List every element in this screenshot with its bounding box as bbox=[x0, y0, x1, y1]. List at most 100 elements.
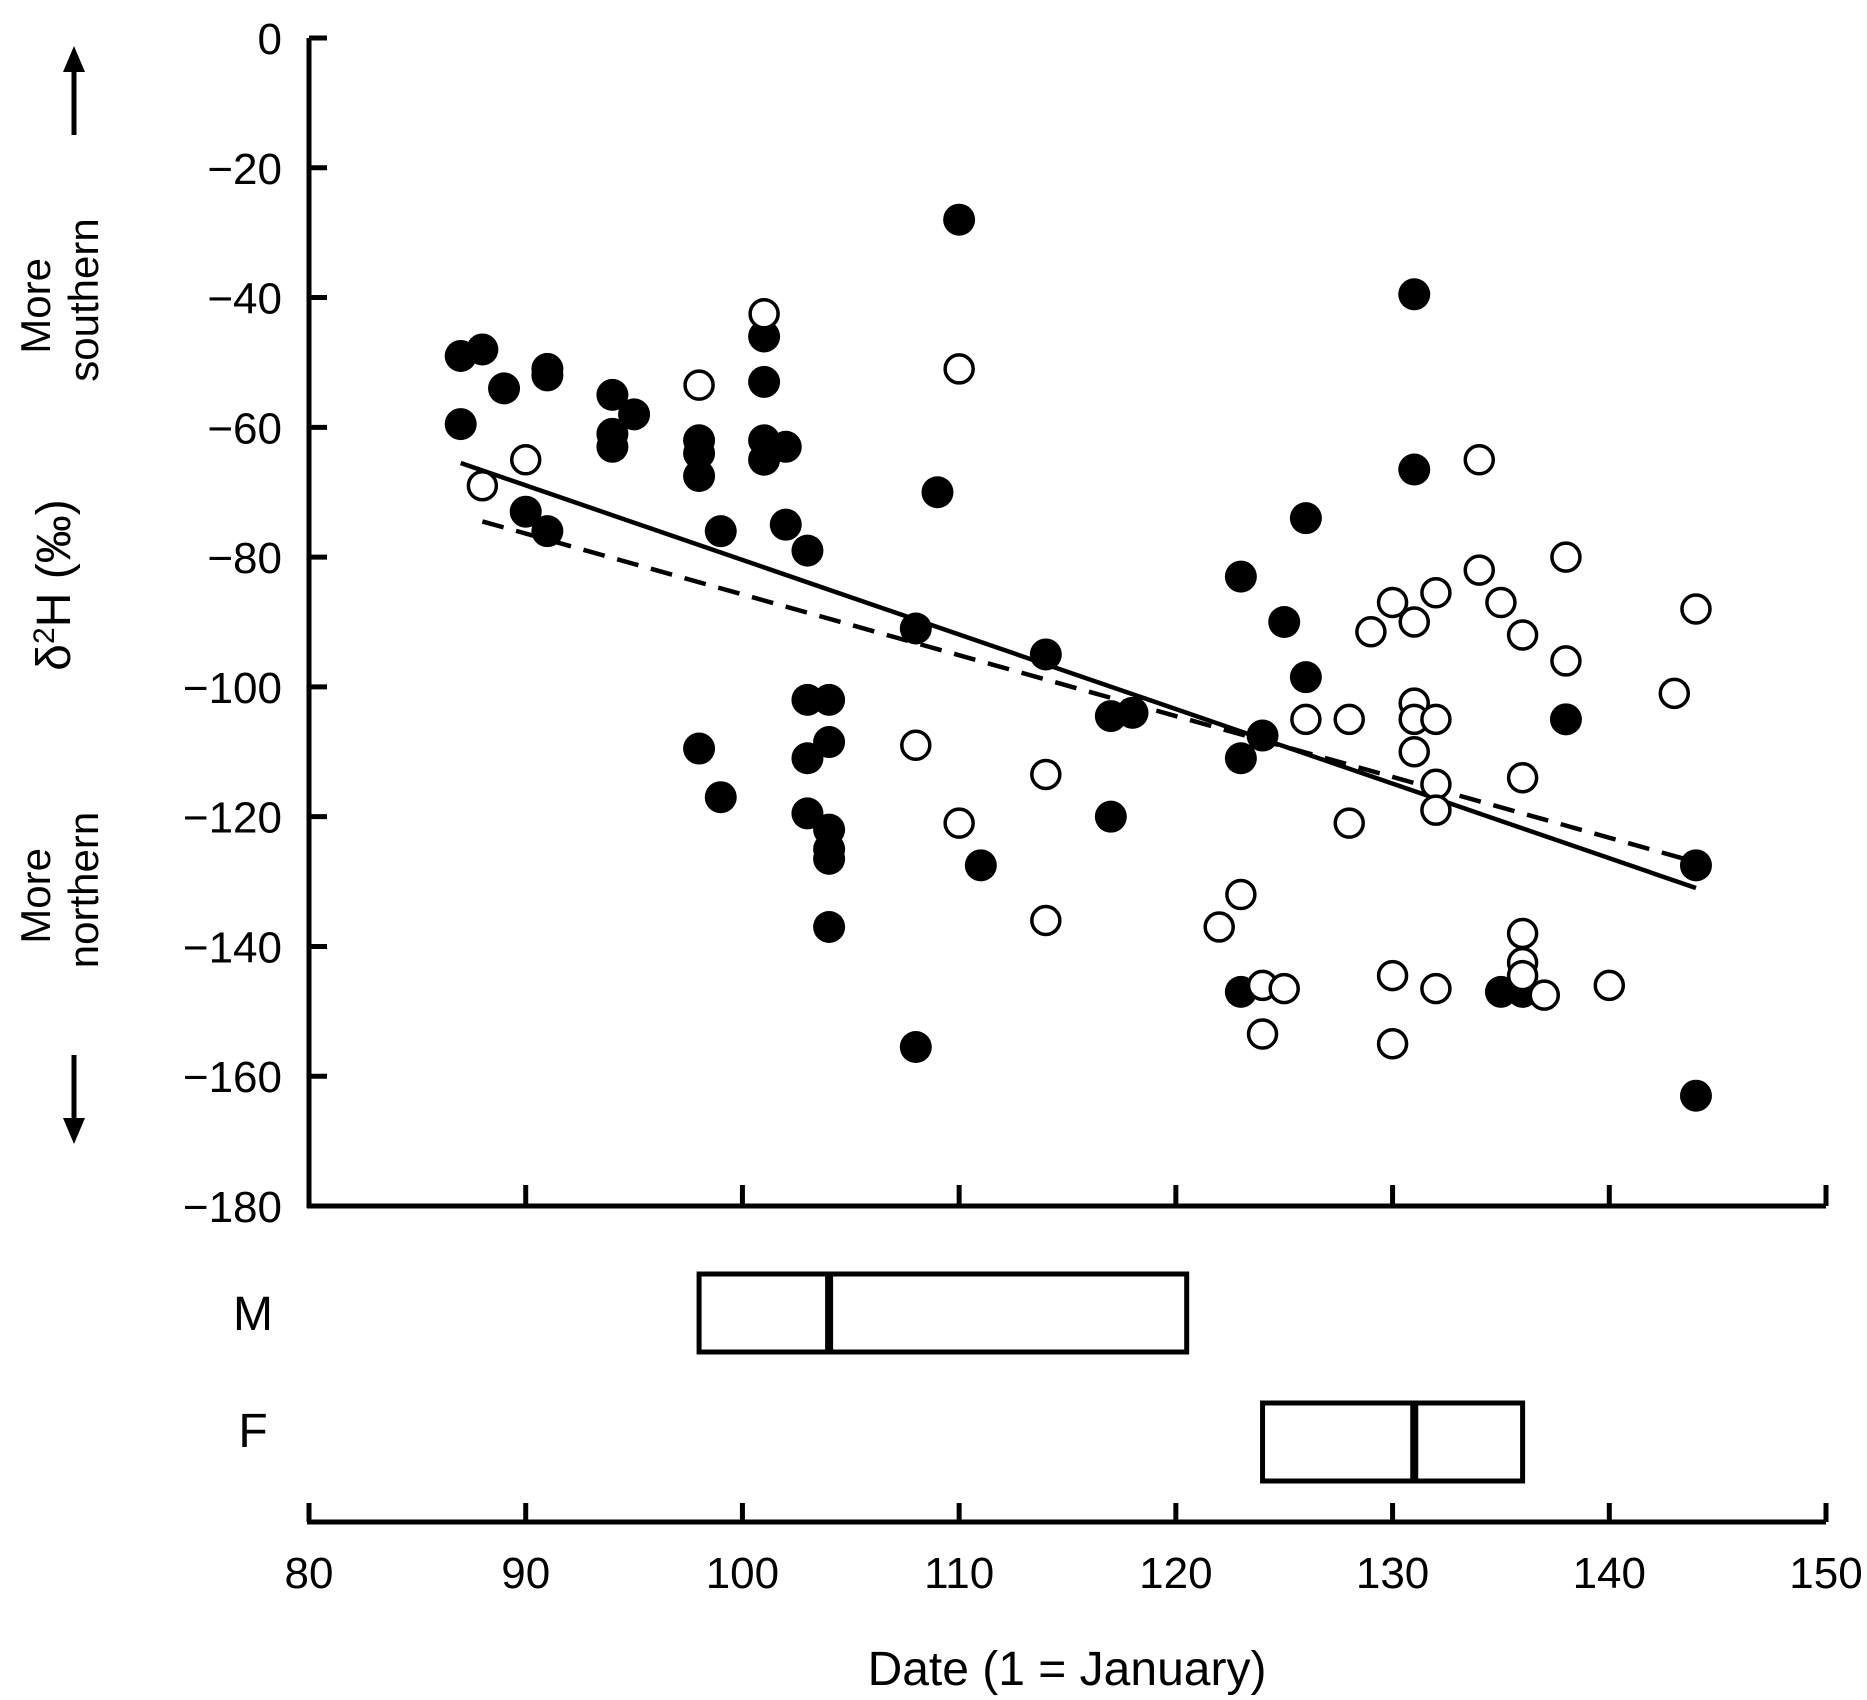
y-tick-label: −80 bbox=[207, 534, 282, 583]
data-point-filled bbox=[899, 1031, 932, 1064]
data-point-open bbox=[509, 444, 542, 476]
data-point-filled bbox=[1679, 1079, 1712, 1112]
y-tick-label: 0 bbox=[258, 15, 282, 64]
data-point-filled bbox=[1029, 638, 1062, 671]
data-point-open bbox=[1506, 761, 1539, 794]
data-point-filled bbox=[1094, 800, 1127, 833]
data-point-filled bbox=[1679, 849, 1712, 882]
box-label: F bbox=[238, 1405, 267, 1458]
data-point-open bbox=[1376, 1028, 1409, 1060]
data-point-filled bbox=[943, 203, 976, 236]
data-point-filled bbox=[1398, 278, 1431, 311]
data-point-open bbox=[683, 369, 715, 401]
x-axis-label: Date (1 = January) bbox=[868, 1643, 1267, 1696]
data-point-open bbox=[1398, 736, 1430, 768]
data-point-filled bbox=[748, 320, 781, 353]
box-f bbox=[1260, 1400, 1526, 1484]
data-point-open bbox=[1225, 878, 1257, 911]
data-point-filled bbox=[1224, 560, 1257, 593]
data-point-filled bbox=[683, 732, 716, 765]
y-tick-label: −140 bbox=[183, 923, 282, 972]
data-point-open bbox=[1528, 979, 1561, 1011]
boxplots: MF bbox=[233, 1271, 1526, 1484]
annotation-more-southern: More southern bbox=[12, 218, 107, 381]
data-point-filled bbox=[618, 398, 651, 431]
x-tick-label: 80 bbox=[285, 1549, 334, 1598]
data-point-open bbox=[1030, 758, 1062, 791]
x-tick-label: 130 bbox=[1356, 1549, 1429, 1598]
data-point-open bbox=[1658, 677, 1691, 710]
data-point-open bbox=[1420, 703, 1452, 736]
data-point-open bbox=[1398, 606, 1430, 638]
data-point-open bbox=[1550, 645, 1582, 677]
data-point-open bbox=[943, 807, 975, 839]
data-point-open bbox=[1268, 972, 1300, 1005]
series-open-points bbox=[466, 298, 1712, 1060]
data-point-filled bbox=[813, 726, 846, 759]
fit-line-dashed bbox=[481, 519, 1697, 865]
fit-lines bbox=[459, 460, 1697, 891]
data-point-filled bbox=[444, 408, 477, 441]
x-tick-label: 120 bbox=[1139, 1549, 1212, 1598]
data-point-filled bbox=[921, 476, 954, 509]
data-point-filled bbox=[704, 781, 737, 814]
data-point-filled bbox=[964, 849, 997, 882]
data-point-filled bbox=[769, 508, 802, 541]
x-tick-label: 90 bbox=[501, 1549, 550, 1598]
data-point-open bbox=[1333, 703, 1365, 736]
data-point-open bbox=[1420, 577, 1452, 609]
data-point-filled bbox=[596, 378, 629, 411]
data-point-open bbox=[1506, 959, 1539, 992]
x-ticks-top bbox=[306, 1185, 1829, 1206]
data-point-open bbox=[1246, 1018, 1279, 1050]
data-point-open bbox=[1203, 911, 1235, 943]
data-point-open bbox=[1506, 619, 1539, 651]
data-point-open bbox=[900, 729, 932, 762]
data-point-open bbox=[1376, 959, 1409, 992]
y-tick-label: −60 bbox=[207, 404, 282, 453]
data-point-open bbox=[1420, 972, 1452, 1005]
data-point-filled bbox=[466, 333, 499, 366]
data-point-open bbox=[1550, 541, 1582, 573]
data-point-filled bbox=[748, 365, 781, 398]
data-point-filled bbox=[531, 515, 564, 548]
arrow-down-icon bbox=[63, 1055, 85, 1144]
data-point-open bbox=[1506, 917, 1539, 950]
y-tick-label: −40 bbox=[207, 275, 282, 324]
data-point-open bbox=[466, 469, 499, 502]
data-point-filled bbox=[683, 437, 716, 470]
arrow-up-icon bbox=[63, 46, 85, 135]
x-tick-label: 100 bbox=[706, 1549, 779, 1598]
data-point-filled bbox=[1289, 661, 1322, 694]
x-tick-label: 110 bbox=[924, 1549, 994, 1598]
y-tick-label: −20 bbox=[207, 145, 282, 194]
y-axis-label: δ2H (‰) bbox=[28, 499, 82, 670]
data-point-open bbox=[943, 353, 975, 385]
x-tick-label: 140 bbox=[1573, 1549, 1646, 1598]
data-point-open bbox=[1463, 554, 1496, 586]
data-point-open bbox=[1420, 794, 1452, 826]
data-point-open bbox=[1463, 444, 1496, 476]
data-point-open bbox=[748, 298, 780, 330]
data-point-filled bbox=[791, 534, 824, 567]
annotation-more-northern: More northern bbox=[12, 812, 107, 968]
data-point-filled bbox=[488, 372, 521, 405]
x-tick-label: 150 bbox=[1789, 1549, 1862, 1598]
data-point-open bbox=[1290, 703, 1322, 736]
data-point-filled bbox=[683, 460, 716, 492]
data-point-open bbox=[1485, 586, 1517, 619]
data-point-open bbox=[1355, 615, 1387, 648]
data-point-filled bbox=[1289, 502, 1322, 535]
data-point-filled bbox=[1268, 606, 1301, 638]
data-point-open bbox=[1376, 586, 1409, 619]
data-point-filled bbox=[531, 359, 564, 392]
data-point-filled bbox=[1224, 742, 1257, 775]
data-point-filled bbox=[1116, 696, 1149, 729]
box-label: M bbox=[233, 1288, 273, 1341]
data-point-open bbox=[1333, 807, 1365, 839]
y-tick-label: −160 bbox=[183, 1053, 282, 1102]
data-point-open bbox=[1680, 593, 1712, 625]
y-tick-label: −180 bbox=[183, 1183, 282, 1232]
data-point-open bbox=[1420, 768, 1452, 800]
